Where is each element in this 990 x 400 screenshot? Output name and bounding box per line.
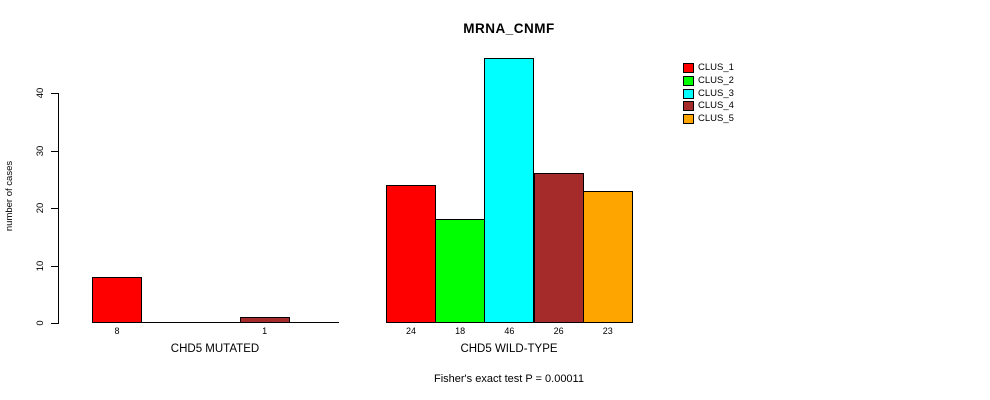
bar-value-label: 18 — [455, 326, 466, 336]
bar-zero-clus_2 — [141, 322, 192, 323]
chart-title: MRNA_CNMF — [463, 21, 555, 36]
group-label: CHD5 WILD-TYPE — [460, 343, 558, 355]
bar-clus_5 — [582, 191, 633, 323]
legend: CLUS_1 CLUS_2 CLUS_3 CLUS_4 CLUS_5 — [683, 62, 734, 125]
bar-value-label: 23 — [602, 326, 613, 336]
bar-clus_4 — [239, 317, 290, 323]
annotation-text: Fisher's exact test P = 0.00011 — [434, 373, 584, 385]
legend-label: CLUS_4 — [698, 100, 734, 112]
legend-swatch-clus_2 — [683, 76, 694, 87]
y-axis-tick — [51, 208, 58, 209]
y-axis-line — [58, 93, 59, 324]
legend-swatch-clus_5 — [683, 114, 694, 125]
bar-value-label: 46 — [504, 326, 515, 336]
legend-item-clus_3: CLUS_3 — [683, 87, 734, 100]
bar-clus_1 — [92, 277, 142, 323]
bar-value-label: 24 — [405, 326, 416, 336]
y-axis-tick — [51, 323, 58, 324]
bar-clus_4 — [533, 173, 584, 323]
legend-item-clus_1: CLUS_1 — [683, 62, 734, 75]
y-axis-label: number of cases — [4, 160, 15, 232]
y-axis-tick-label: 10 — [35, 260, 46, 271]
legend-item-clus_4: CLUS_4 — [683, 100, 734, 113]
legend-label: CLUS_2 — [698, 75, 734, 87]
bar-zero-clus_3 — [190, 322, 241, 323]
legend-label: CLUS_3 — [698, 87, 734, 99]
bar-clus_2 — [435, 219, 486, 323]
bar-value-label: 26 — [553, 326, 564, 336]
bar-value-label: 1 — [262, 326, 268, 336]
legend-swatch-clus_1 — [683, 63, 694, 74]
legend-label: CLUS_5 — [698, 113, 734, 125]
legend-label: CLUS_1 — [698, 62, 734, 74]
y-axis-tick — [51, 150, 58, 152]
bar-clus_3 — [484, 58, 535, 323]
legend-swatch-clus_3 — [683, 88, 694, 99]
y-axis-tick-label: 30 — [35, 145, 46, 156]
y-axis-tick — [51, 93, 58, 94]
y-axis-tick-label: 0 — [35, 320, 46, 326]
group-label: CHD5 MUTATED — [170, 343, 260, 355]
bar-zero-clus_5 — [288, 322, 339, 323]
bar-value-label: 8 — [114, 326, 120, 336]
y-axis-tick-label: 20 — [35, 202, 46, 214]
legend-item-clus_2: CLUS_2 — [683, 75, 734, 88]
y-axis-tick — [51, 265, 58, 267]
y-axis-tick-label: 40 — [35, 87, 46, 99]
legend-item-clus_5: CLUS_5 — [683, 113, 734, 126]
bar-clus_1 — [386, 185, 436, 323]
legend-swatch-clus_4 — [683, 101, 694, 112]
